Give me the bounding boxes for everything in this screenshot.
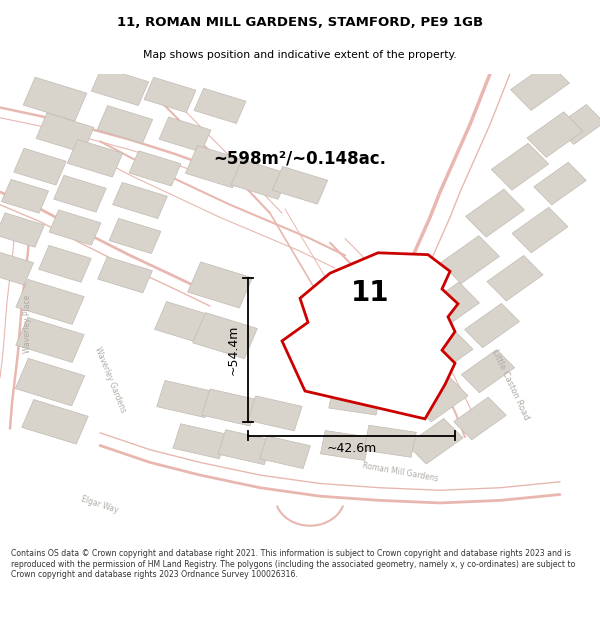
Polygon shape [97,106,152,143]
Polygon shape [113,182,167,219]
Polygon shape [1,179,49,213]
Polygon shape [144,78,196,112]
Polygon shape [466,189,524,237]
Polygon shape [320,431,370,461]
Polygon shape [373,376,427,410]
Text: Waverley Place: Waverley Place [23,295,32,353]
Polygon shape [421,282,479,330]
Polygon shape [16,318,84,362]
Polygon shape [23,78,87,121]
Polygon shape [202,389,258,426]
Polygon shape [454,397,506,440]
Polygon shape [556,104,600,144]
Polygon shape [464,303,520,348]
Polygon shape [67,139,122,177]
Polygon shape [36,113,94,153]
Polygon shape [248,396,302,431]
Text: ~598m²/~0.148ac.: ~598m²/~0.148ac. [214,149,386,168]
Text: Roman Mill Gardens: Roman Mill Gardens [361,461,439,484]
Polygon shape [417,330,473,375]
Polygon shape [461,349,515,392]
Polygon shape [231,159,289,199]
Polygon shape [185,146,244,188]
Polygon shape [54,175,106,212]
Polygon shape [109,218,161,254]
Polygon shape [407,419,463,464]
Polygon shape [16,358,85,406]
Polygon shape [49,210,101,245]
Polygon shape [412,376,468,422]
Polygon shape [534,162,586,205]
Text: ~54.4m: ~54.4m [227,324,240,375]
Text: Elgar Way: Elgar Way [80,495,119,516]
Polygon shape [260,436,310,469]
Polygon shape [98,257,152,293]
Text: ~42.6m: ~42.6m [326,442,377,455]
Polygon shape [364,425,416,458]
Polygon shape [487,256,543,301]
Polygon shape [193,312,257,359]
Polygon shape [218,430,272,464]
Polygon shape [22,399,88,444]
Polygon shape [14,148,66,185]
Polygon shape [39,246,91,282]
Polygon shape [329,383,381,415]
Polygon shape [188,262,253,308]
Text: Map shows position and indicative extent of the property.: Map shows position and indicative extent… [143,50,457,60]
Text: Little Caston Road: Little Caston Road [490,348,530,421]
Polygon shape [512,208,568,252]
Polygon shape [91,68,149,106]
Text: 11: 11 [351,279,389,308]
Polygon shape [527,112,583,158]
Polygon shape [16,279,84,324]
Polygon shape [0,251,34,285]
Polygon shape [282,253,458,419]
Polygon shape [491,143,548,190]
Polygon shape [272,166,328,204]
Polygon shape [159,117,211,152]
Text: 11, ROMAN MILL GARDENS, STAMFORD, PE9 1GB: 11, ROMAN MILL GARDENS, STAMFORD, PE9 1G… [117,16,483,29]
Text: Waverley Gardens: Waverley Gardens [93,346,127,414]
Polygon shape [173,424,227,459]
Polygon shape [440,236,499,284]
Polygon shape [155,302,215,344]
Polygon shape [157,381,213,418]
Polygon shape [0,213,44,248]
Text: Contains OS data © Crown copyright and database right 2021. This information is : Contains OS data © Crown copyright and d… [11,549,575,579]
Polygon shape [511,62,569,111]
Polygon shape [129,151,181,186]
Polygon shape [194,88,246,124]
